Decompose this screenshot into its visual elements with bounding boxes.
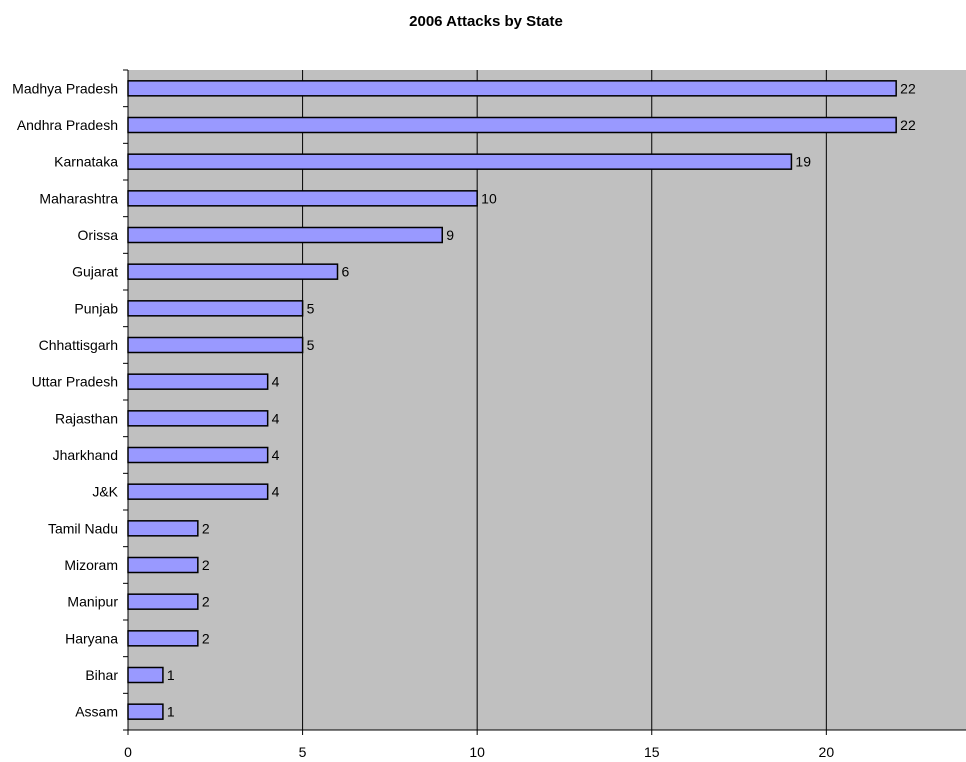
data-label: 4 (272, 410, 280, 426)
bar (127, 300, 304, 317)
category-label: Karnataka (54, 154, 118, 170)
category-label: J&K (92, 484, 118, 500)
data-label: 2 (202, 594, 210, 610)
bar (127, 153, 793, 170)
category-label: Punjab (74, 300, 118, 316)
data-label: 4 (272, 447, 280, 463)
bar (127, 703, 164, 720)
bar (127, 410, 269, 427)
data-label: 2 (202, 520, 210, 536)
category-label: Orissa (78, 227, 119, 243)
data-label: 2 (202, 630, 210, 646)
data-label: 10 (481, 190, 497, 206)
bar (127, 336, 304, 354)
category-label: Madhya Pradesh (12, 80, 118, 96)
data-label: 1 (167, 704, 175, 720)
x-tick-label: 10 (469, 744, 485, 760)
x-tick-label: 0 (124, 744, 132, 760)
category-label: Gujarat (72, 264, 118, 280)
data-label: 4 (272, 374, 280, 390)
x-tick-label: 5 (299, 744, 307, 760)
bar (127, 80, 897, 97)
chart-title: 2006 Attacks by State (409, 13, 563, 30)
category-label: Chhattisgarh (39, 337, 118, 353)
category-label: Andhra Pradesh (17, 117, 118, 133)
data-label: 5 (307, 300, 315, 316)
category-label: Rajasthan (55, 410, 118, 426)
data-label: 6 (342, 264, 350, 280)
data-label: 4 (272, 484, 280, 500)
bar (127, 556, 199, 574)
data-label: 9 (446, 227, 454, 243)
category-label: Maharashtra (39, 190, 118, 206)
data-label: 19 (795, 154, 811, 170)
bar (127, 666, 164, 684)
category-label: Manipur (67, 594, 118, 610)
category-label: Haryana (65, 630, 118, 646)
bar (127, 483, 269, 500)
category-label: Bihar (85, 667, 118, 683)
data-label: 1 (167, 667, 175, 683)
bar (127, 226, 443, 244)
category-label: Mizoram (64, 557, 118, 573)
bar (127, 630, 199, 647)
bar (127, 373, 269, 390)
bar (127, 593, 199, 610)
category-label: Uttar Pradesh (32, 374, 118, 390)
bar (127, 116, 897, 134)
category-label: Jharkhand (53, 447, 118, 463)
bar (127, 263, 339, 280)
x-tick-label: 15 (644, 744, 660, 760)
data-label: 2 (202, 557, 210, 573)
data-label: 22 (900, 117, 916, 133)
data-label: 5 (307, 337, 315, 353)
x-tick-label: 20 (819, 744, 835, 760)
category-label: Tamil Nadu (48, 520, 118, 536)
bar (127, 520, 199, 537)
bar (127, 190, 478, 207)
data-label: 22 (900, 80, 916, 96)
bar (127, 446, 269, 464)
category-label: Assam (75, 704, 118, 720)
